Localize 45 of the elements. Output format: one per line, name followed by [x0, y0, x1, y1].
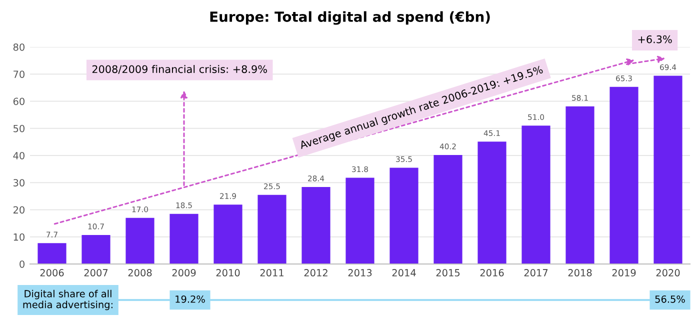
- text: 56.5%: [655, 295, 685, 303]
- annotation: 2008/2009 financial crisis: +8.9%: [92, 65, 267, 74]
- bar: [390, 168, 418, 264]
- x-tick-label: 2008: [128, 269, 152, 276]
- x-tick-label: 2009: [172, 269, 196, 276]
- bar: [566, 106, 594, 264]
- x-tick-label: 2018: [568, 269, 592, 276]
- bar: [478, 142, 506, 264]
- x-tick-label: 2014: [392, 269, 416, 276]
- x-tick-label: 2011: [260, 269, 284, 276]
- y-tick-label: 40: [13, 152, 24, 160]
- bar: [434, 154, 462, 264]
- x-tick-label: 2007: [84, 269, 108, 276]
- text: 19.2%: [176, 295, 205, 303]
- bar: [346, 178, 374, 264]
- y-tick-label: 30: [14, 179, 24, 186]
- y-tick-label: 10: [14, 233, 24, 241]
- x-tick-label: 2017: [524, 269, 548, 276]
- bar: [610, 86, 638, 264]
- bar: [522, 126, 550, 264]
- x-tick-label: 2013: [348, 269, 372, 276]
- text: +6.3%: [638, 35, 672, 44]
- bar: [302, 186, 330, 264]
- x-tick-label: 2015: [436, 269, 460, 276]
- y-tick-label: 20: [13, 206, 24, 214]
- bar: [654, 76, 682, 264]
- bar: [82, 234, 110, 264]
- x-tick-label: 2012: [304, 269, 328, 276]
- x-tick-label: 2019: [612, 269, 636, 276]
- y-tick-label: 50: [14, 124, 24, 132]
- x-tick-label: 2006: [40, 269, 64, 276]
- chart-title: Europe: Total digital ad spend (€bn): [210, 11, 490, 25]
- bar: [126, 218, 154, 264]
- bar: [170, 214, 198, 264]
- y-tick-label: 70: [14, 70, 24, 78]
- bar: [214, 204, 242, 264]
- x-tick-label: 2016: [480, 269, 504, 276]
- x-tick-label: 2020: [656, 269, 680, 276]
- bar: [38, 243, 66, 264]
- y-tick-label: 80: [13, 43, 24, 51]
- y-tick-label: 0: [20, 260, 24, 268]
- text: Digital share of all media advertising:: [23, 290, 112, 310]
- x-tick-label: 2010: [216, 269, 240, 276]
- y-tick-label: 60: [13, 98, 24, 106]
- bar: [258, 194, 286, 264]
